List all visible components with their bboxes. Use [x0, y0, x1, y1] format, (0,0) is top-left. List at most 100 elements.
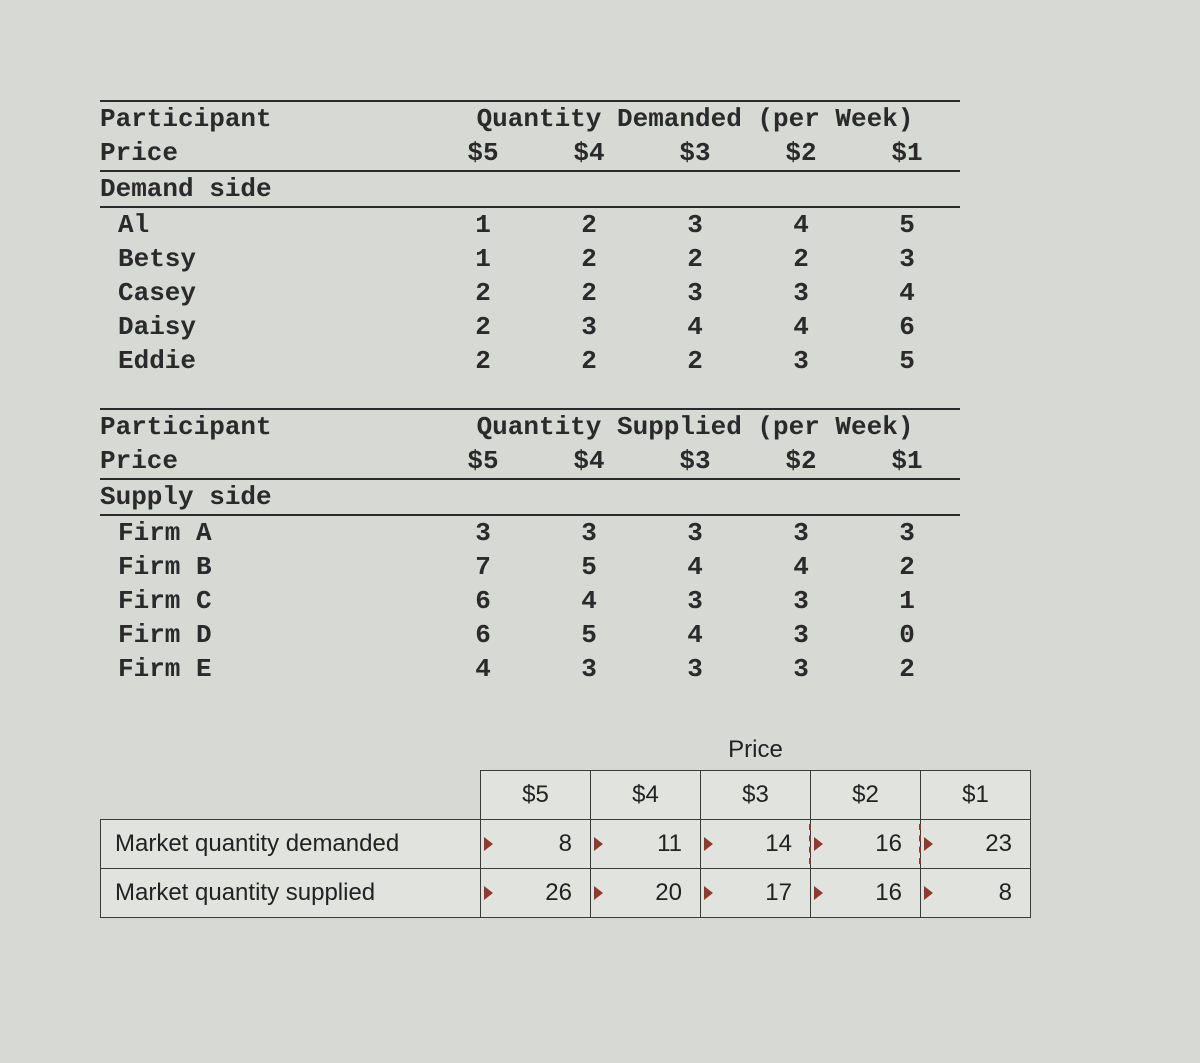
table-row: Al12345	[100, 207, 960, 242]
qty-cell: 3	[748, 584, 854, 618]
qty-cell: 2	[854, 652, 960, 686]
qty-cell: 3	[536, 310, 642, 344]
price-col: $2	[748, 136, 854, 171]
qty-cell: 7	[430, 550, 536, 584]
qty-cell: 2	[536, 242, 642, 276]
price-col: $5	[430, 444, 536, 479]
qty-cell: 6	[854, 310, 960, 344]
market-value: 17	[765, 879, 792, 906]
market-value-cell[interactable]: 23	[921, 820, 1031, 869]
supply-section-label: Supply side	[100, 479, 430, 515]
table-row: Firm B75442	[100, 550, 960, 584]
qty-cell: 6	[430, 584, 536, 618]
qty-cell: 3	[642, 276, 748, 310]
qty-cell: 0	[854, 618, 960, 652]
qty-cell: 4	[642, 310, 748, 344]
qty-cell: 3	[642, 584, 748, 618]
qty-cell: 3	[748, 618, 854, 652]
qty-cell: 4	[642, 550, 748, 584]
qty-cell: 1	[430, 242, 536, 276]
price-col: $3	[642, 444, 748, 479]
input-marker-icon	[484, 886, 493, 900]
market-value-cell[interactable]: 17	[701, 869, 811, 918]
qty-cell: 3	[854, 515, 960, 550]
qty-cell: 3	[748, 344, 854, 378]
market-table-wrap: Price $5 $4 $3 $2 $1 Market quantity dem…	[100, 726, 1100, 918]
demand-section-label: Demand side	[100, 171, 430, 207]
page: Participant Quantity Demanded (per Week)…	[0, 0, 1200, 918]
qty-cell: 2	[642, 242, 748, 276]
price-col: $4	[536, 136, 642, 171]
market-value-cell[interactable]: 8	[481, 820, 591, 869]
market-row-label: Market quantity supplied	[101, 869, 481, 918]
supply-header-left: Participant	[100, 409, 430, 444]
market-col: $2	[811, 771, 921, 820]
price-col: $3	[642, 136, 748, 171]
market-value-cell[interactable]: 8	[921, 869, 1031, 918]
market-row-label: Market quantity demanded	[101, 820, 481, 869]
market-value-cell[interactable]: 14	[701, 820, 811, 869]
qty-cell: 3	[748, 515, 854, 550]
qty-cell: 2	[430, 276, 536, 310]
qty-cell: 2	[642, 344, 748, 378]
qty-cell: 4	[748, 550, 854, 584]
qty-cell: 5	[854, 207, 960, 242]
market-value: 8	[999, 879, 1012, 906]
qty-cell: 3	[536, 515, 642, 550]
market-row: Market quantity supplied 26 20 17 16 8	[101, 869, 1031, 918]
supply-header-span: Quantity Supplied (per Week)	[430, 409, 960, 444]
demand-table: Participant Quantity Demanded (per Week)…	[100, 100, 960, 378]
qty-cell: 4	[748, 207, 854, 242]
input-marker-icon	[704, 886, 713, 900]
price-col: $1	[854, 136, 960, 171]
market-value-cell[interactable]: 20	[591, 869, 701, 918]
table-row: Firm C64331	[100, 584, 960, 618]
market-value-cell[interactable]: 16	[811, 820, 921, 869]
firm-name: Firm B	[100, 550, 430, 584]
table-row: Eddie22235	[100, 344, 960, 378]
qty-cell: 2	[536, 207, 642, 242]
market-price-header: Price	[701, 726, 811, 771]
demand-price-label: Price	[100, 136, 430, 171]
qty-cell: 2	[536, 276, 642, 310]
qty-cell: 3	[642, 207, 748, 242]
market-value: 16	[875, 830, 902, 857]
market-value: 20	[655, 879, 682, 906]
market-col: $5	[481, 771, 591, 820]
qty-cell: 2	[536, 344, 642, 378]
market-value-cell[interactable]: 16	[811, 869, 921, 918]
market-value-cell[interactable]: 11	[591, 820, 701, 869]
price-col: $5	[430, 136, 536, 171]
qty-cell: 2	[748, 242, 854, 276]
firm-name: Firm C	[100, 584, 430, 618]
qty-cell: 4	[854, 276, 960, 310]
qty-cell: 3	[748, 276, 854, 310]
table-row: Firm D65430	[100, 618, 960, 652]
table-row: Firm E43332	[100, 652, 960, 686]
market-value-cell[interactable]: 26	[481, 869, 591, 918]
market-value: 14	[765, 830, 792, 857]
input-marker-icon	[814, 886, 823, 900]
market-table: Price $5 $4 $3 $2 $1 Market quantity dem…	[100, 726, 1031, 918]
qty-cell: 2	[430, 344, 536, 378]
market-col: $4	[591, 771, 701, 820]
qty-cell: 3	[748, 652, 854, 686]
participant-name: Al	[100, 207, 430, 242]
market-value: 26	[545, 879, 572, 906]
qty-cell: 3	[642, 652, 748, 686]
price-col: $2	[748, 444, 854, 479]
qty-cell: 3	[430, 515, 536, 550]
participant-name: Casey	[100, 276, 430, 310]
qty-cell: 4	[642, 618, 748, 652]
qty-cell: 3	[854, 242, 960, 276]
qty-cell: 3	[536, 652, 642, 686]
qty-cell: 5	[536, 618, 642, 652]
firm-name: Firm D	[100, 618, 430, 652]
firm-name: Firm E	[100, 652, 430, 686]
qty-cell: 4	[430, 652, 536, 686]
supply-price-label: Price	[100, 444, 430, 479]
input-marker-icon	[924, 837, 933, 851]
qty-cell: 4	[748, 310, 854, 344]
qty-cell: 5	[854, 344, 960, 378]
input-marker-icon	[594, 837, 603, 851]
